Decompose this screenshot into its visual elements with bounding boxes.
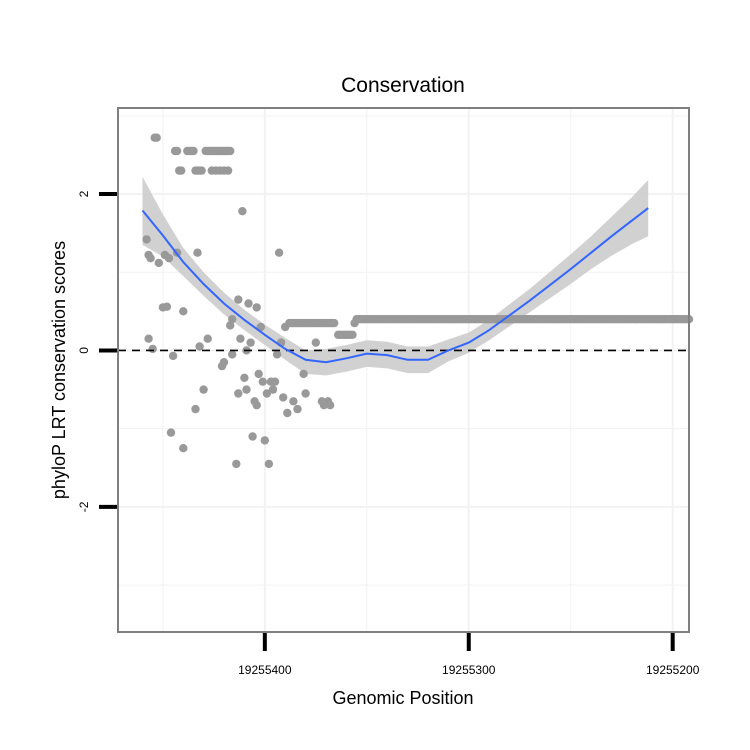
x-tick-label: 19255200: [646, 663, 700, 677]
data-point: [234, 295, 243, 304]
x-axis-title: Genomic Position: [332, 688, 473, 708]
plot-panel: [117, 107, 694, 633]
confidence-ribbon-layer: [142, 176, 649, 376]
data-point: [325, 401, 335, 410]
data-point: [272, 350, 282, 359]
data-point: [203, 334, 212, 343]
data-point: [189, 146, 198, 156]
data-point: [199, 385, 208, 394]
data-point: [289, 397, 298, 406]
smooth-line: [141, 207, 649, 364]
data-point: [242, 385, 251, 394]
data-point: [177, 166, 186, 175]
panel-border: [117, 107, 690, 633]
data-point: [252, 401, 261, 410]
y-tick-label: 2: [77, 190, 91, 197]
data-point: [248, 432, 257, 441]
data-point: [195, 342, 204, 351]
data-point: [348, 330, 357, 339]
data-point: [179, 307, 188, 316]
data-point: [236, 334, 245, 343]
data-point: [179, 444, 188, 453]
data-point: [223, 166, 233, 175]
data-point: [219, 358, 229, 367]
x-axis-ticks: 19255400 19255300 19255200: [238, 633, 700, 677]
y-tick-label: -2: [77, 501, 91, 512]
data-point: [260, 436, 269, 445]
data-point: [258, 377, 267, 386]
data-point: [264, 459, 274, 469]
x-tick-label: 19255400: [238, 663, 292, 677]
data-point: [148, 344, 157, 354]
data-point: [238, 207, 247, 216]
data-point: [254, 369, 263, 379]
data-point: [301, 389, 310, 398]
data-point: [311, 338, 320, 347]
data-point: [244, 299, 253, 308]
y-tick-label: 0: [77, 347, 91, 354]
data-point: [293, 404, 302, 414]
data-point: [162, 302, 172, 311]
data-point: [268, 385, 278, 394]
y-axis-title: phyloP LRT conservation scores: [49, 241, 69, 499]
data-point: [234, 389, 243, 398]
chart-title: Conservation: [341, 74, 465, 97]
data-point: [144, 334, 153, 343]
data-point: [256, 322, 265, 332]
data-point: [252, 303, 261, 312]
data-point: [166, 428, 176, 437]
y-axis-ticks: -2 0 2: [77, 190, 117, 512]
data-point: [228, 315, 237, 324]
data-point: [246, 338, 255, 347]
data-point: [164, 254, 174, 263]
data-point: [279, 393, 288, 402]
smooth-line-layer: [141, 207, 649, 364]
data-point: [299, 369, 308, 379]
x-tick-label: 19255300: [442, 663, 496, 677]
data-points: [142, 133, 694, 469]
data-point: [191, 404, 200, 414]
grid-lines: [118, 108, 689, 632]
data-point: [146, 254, 155, 263]
data-point: [193, 248, 202, 257]
data-point: [228, 350, 237, 359]
data-point: [197, 166, 206, 175]
data-point: [226, 146, 235, 156]
data-point: [274, 248, 284, 257]
data-point: [154, 258, 163, 268]
data-point: [330, 318, 339, 328]
data-point: [142, 235, 151, 244]
data-point: [283, 408, 292, 418]
data-point: [172, 146, 182, 156]
data-point: [232, 459, 241, 469]
data-point: [240, 373, 249, 382]
data-point: [168, 351, 178, 361]
confidence-ribbon: [142, 176, 649, 376]
data-point: [262, 389, 272, 398]
data-point: [270, 377, 280, 386]
data-point: [152, 133, 161, 142]
